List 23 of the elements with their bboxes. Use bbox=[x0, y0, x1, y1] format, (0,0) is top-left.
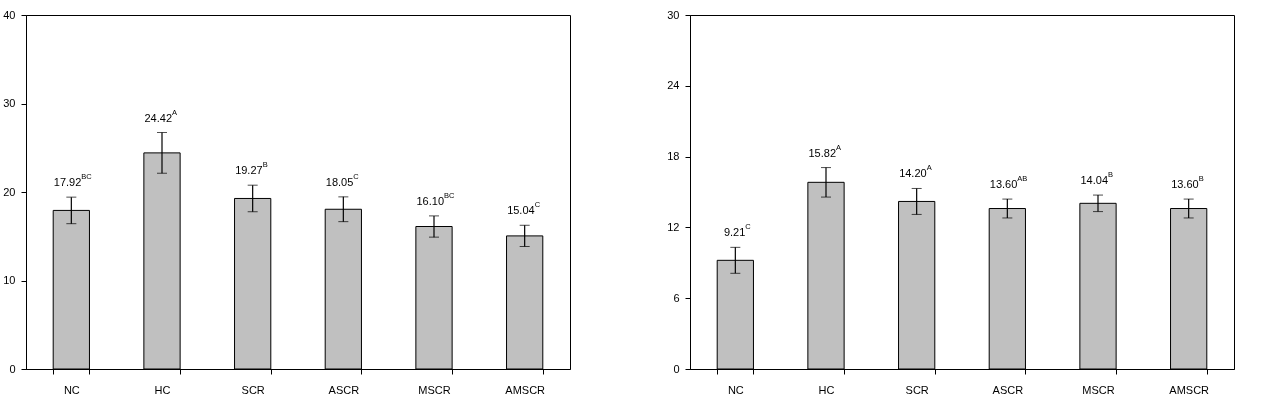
x-tick-label: SCR bbox=[905, 383, 929, 396]
y-tick-label: 30 bbox=[667, 8, 680, 21]
x-tick-label: ASCR bbox=[992, 383, 1024, 396]
x-tick-label: NC bbox=[727, 383, 744, 396]
x-tick-label: AMSCR bbox=[505, 383, 546, 396]
y-tick-label: 0 bbox=[673, 362, 680, 375]
y-tick-label: 12 bbox=[667, 220, 680, 233]
x-tick-label: SCR bbox=[241, 383, 265, 396]
y-tick-label: 6 bbox=[673, 291, 680, 304]
y-tick-label: 40 bbox=[3, 8, 16, 21]
x-tick-label: ASCR bbox=[328, 383, 360, 396]
y-tick-label: 0 bbox=[9, 362, 16, 375]
y-tick-label: 18 bbox=[667, 150, 680, 163]
x-tick-label: NC bbox=[63, 383, 80, 396]
x-tick-label: HC bbox=[818, 383, 835, 396]
y-tick-label: 10 bbox=[3, 274, 16, 286]
y-tick-label: 20 bbox=[3, 185, 16, 198]
x-tick-label: HC bbox=[154, 383, 171, 396]
y-tick-label: 24 bbox=[667, 79, 680, 92]
x-tick-label: MSCR bbox=[1082, 383, 1115, 396]
x-tick-label: MSCR bbox=[418, 383, 451, 396]
y-tick-label: 30 bbox=[3, 97, 16, 109]
x-tick-label: AMSCR bbox=[1169, 383, 1210, 396]
